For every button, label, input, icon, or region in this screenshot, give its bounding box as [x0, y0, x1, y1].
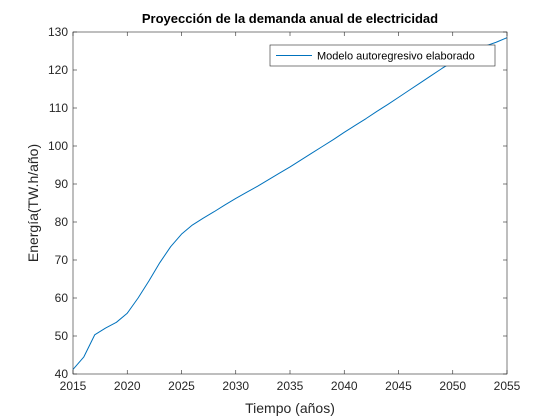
y-tick-label: 60 [55, 291, 69, 305]
y-tick-label: 100 [48, 139, 68, 153]
x-tick-label: 2025 [168, 379, 195, 393]
x-axis: 2015 2020 2025 2030 2035 2040 2045 2050 2055 [60, 32, 521, 393]
x-tick-label: 2050 [439, 379, 466, 393]
x-axis-label: Tiempo (años) [245, 400, 335, 416]
y-tick-label: 70 [55, 253, 69, 267]
x-tick-label: 2015 [60, 379, 87, 393]
y-tick-label: 110 [49, 101, 68, 115]
x-tick-label: 2040 [331, 379, 358, 393]
series-line [72, 37, 508, 370]
y-axis: 40 50 60 70 80 90 100 110 120 130 [48, 25, 507, 381]
y-tick-label: 50 [55, 329, 69, 343]
y-tick-label: 80 [55, 215, 69, 229]
chart-title: Proyección de la demanda anual de electr… [142, 11, 438, 26]
x-tick-label: 2045 [385, 379, 412, 393]
y-tick-label: 120 [48, 63, 68, 77]
plot-area [73, 32, 507, 374]
legend-box [269, 44, 496, 67]
y-tick-label: 40 [55, 367, 69, 381]
x-tick-label: 2035 [277, 379, 304, 393]
series-layer [72, 37, 508, 370]
legend: Modelo autoregresivo elaborado [269, 44, 496, 67]
x-tick-label: 2020 [114, 379, 141, 393]
y-tick-label: 90 [55, 177, 69, 191]
y-axis-label: Energía(TW.h/año) [25, 144, 41, 262]
legend-entry: Modelo autoregresivo elaborado [317, 51, 475, 63]
x-tick-label: 2055 [494, 379, 521, 393]
x-tick-label: 2030 [222, 379, 249, 393]
y-tick-label: 130 [48, 25, 68, 39]
